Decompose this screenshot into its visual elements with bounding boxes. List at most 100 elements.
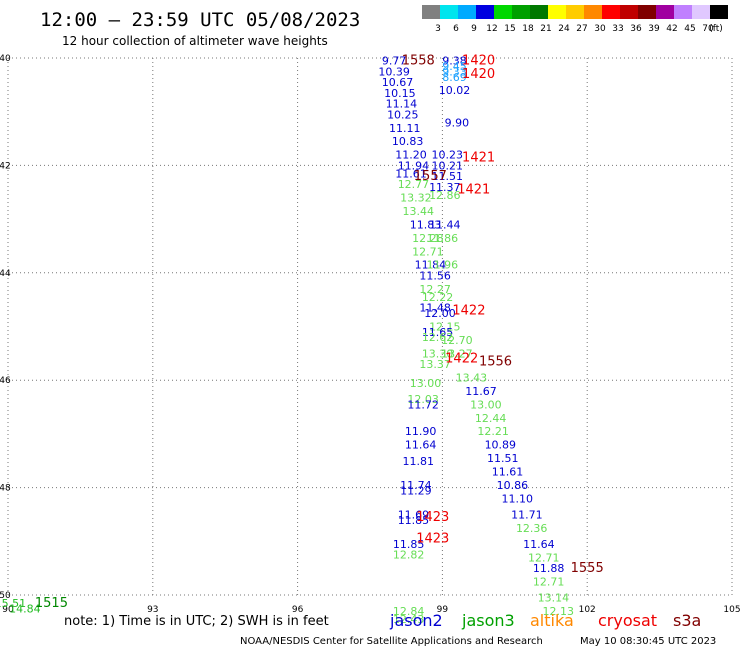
swh-value-label: 10.83: [392, 135, 424, 148]
legend-label: 12: [486, 24, 497, 34]
pass-time-label: 1420: [462, 54, 495, 69]
swh-value-label: 12.15: [429, 321, 461, 334]
footer-credit: NOAA/NESDIS Center for Satellite Applica…: [240, 636, 543, 647]
legend-label: 36: [630, 24, 642, 34]
swh-value-label: 11.14: [386, 98, 418, 111]
swh-value-label: 11.11: [389, 122, 421, 135]
swh-value-label: 12.22: [422, 291, 454, 304]
legend-swatch: [584, 5, 602, 19]
swh-value-label: 11.86: [427, 232, 459, 245]
chart-subtitle: 12 hour collection of altimeter wave hei…: [62, 34, 328, 48]
legend-swatch: [710, 5, 728, 19]
swh-value-label: 11.96: [427, 259, 459, 272]
legend-swatch: [602, 5, 620, 19]
legend-label: 6: [453, 24, 459, 34]
swh-value-label: 10.21: [431, 159, 463, 172]
swh-value-label: 11.67: [465, 385, 497, 398]
legend-swatch: [422, 5, 440, 19]
plot-grid: [7, 57, 733, 596]
swh-value-label: 10.67: [382, 76, 414, 89]
swh-value-label: 9.33: [442, 65, 467, 78]
swh-value-label: 12.62: [422, 331, 454, 344]
swh-value-label: 10.02: [439, 84, 471, 97]
swh-value-label: 9.77: [382, 55, 407, 68]
pass-time-label: 1557: [414, 169, 447, 184]
swh-value-label: 12.71: [412, 245, 444, 258]
pass-time-label: 1422: [452, 303, 485, 318]
satellite-s3a: s3a: [673, 611, 701, 630]
swh-value-label: 13.30: [422, 347, 454, 360]
satellite-jason2: jason2: [389, 611, 443, 630]
swh-value-label: 11.81: [403, 455, 435, 468]
swh-value-label: 13.27: [441, 347, 473, 360]
swh-value-label: 11.85: [398, 514, 430, 527]
swh-value-label: 10.86: [497, 479, 529, 492]
satellite-cryosat: cryosat: [598, 611, 657, 630]
swh-value-label: 12.44: [475, 412, 507, 425]
y-tick-label: -44: [0, 269, 11, 279]
swh-value-label: 11.74: [400, 479, 432, 492]
swh-value-label: 11.61: [492, 465, 524, 478]
legend-label: 21: [540, 24, 551, 34]
swh-value-label: 9.45: [442, 60, 467, 73]
swh-value-label: 13.43: [456, 372, 488, 385]
pass-time-label: 1422: [445, 352, 478, 367]
swh-value-label: 11.51: [431, 170, 463, 183]
pass-time-label: 1423: [416, 532, 449, 547]
x-tick-label: 96: [292, 605, 304, 615]
swh-value-label: 13.37: [419, 358, 451, 371]
swh-value-label: 11.20: [395, 149, 427, 162]
swh-value-label: 11.37: [429, 181, 461, 194]
swh-value-label: 11.88: [533, 562, 565, 575]
swh-value-label: 13.44: [403, 205, 435, 218]
legend-label: 9: [471, 24, 477, 34]
swh-value-label: 11.71: [511, 508, 543, 521]
legend-label: 33: [612, 24, 623, 34]
legend-swatch: [548, 5, 566, 19]
legend-swatch: [440, 5, 458, 19]
pass-time-label: 1423: [416, 510, 449, 525]
footer-timestamp: May 10 08:30:45 UTC 2023: [580, 636, 716, 647]
legend-label: 30: [594, 24, 606, 34]
x-tick-label: 90: [2, 605, 14, 615]
swh-value-label: 10.15: [384, 87, 416, 100]
satellite-altika: altika: [530, 611, 574, 630]
swh-value-label: 13.32: [400, 192, 432, 205]
legend-swatch: [674, 5, 692, 19]
swh-value-label: 12.70: [441, 334, 473, 347]
legend-label: 70: [702, 24, 714, 34]
swh-value-label: 11.56: [419, 269, 451, 282]
swh-value-label: 12.28: [412, 232, 444, 245]
swh-value-label: 11.61: [395, 167, 427, 180]
swh-value-label: 12.21: [477, 425, 509, 438]
swh-value-label: 11.29: [400, 484, 432, 497]
note-text: note: 1) Time is in UTC; 2) SWH is in fe…: [64, 614, 329, 629]
swh-value-label: 11.48: [419, 302, 451, 315]
legend-swatch: [566, 5, 584, 19]
swh-value-label: 14.84: [9, 602, 41, 615]
swh-value-label: 10.89: [485, 439, 517, 452]
pass-time-label: 1558: [402, 54, 435, 69]
y-tick-label: -46: [0, 376, 11, 386]
swh-value-label: 11.64: [405, 439, 437, 452]
swh-value-label: 10.39: [378, 65, 410, 78]
swh-value-label: 11.72: [407, 398, 439, 411]
legend-swatch: [530, 5, 548, 19]
pass-time-label: 1515: [35, 596, 68, 611]
swh-value-label: 11.44: [429, 218, 461, 231]
satellite-jason3: jason3: [461, 611, 515, 630]
swh-value-label: 12.27: [419, 283, 451, 296]
y-tick-label: -50: [0, 591, 11, 601]
swh-value-label: 11.10: [501, 492, 533, 505]
swh-value-label: 11.64: [523, 538, 555, 551]
swh-value-label: 11.84: [415, 259, 447, 272]
pass-time-label: 1555: [571, 561, 604, 576]
legend-label: 15: [504, 24, 515, 34]
legend-swatch: [692, 5, 710, 19]
legend-unit: (ft): [709, 24, 723, 34]
swh-value-label: 11.65: [422, 326, 454, 339]
swh-value-label: 12.71: [528, 551, 560, 564]
color-legend: 3 6 9 12 15 18 21 24 27 30 33 36 39 42 45 70(ft): [422, 5, 728, 34]
swh-value-label: 11.83: [410, 218, 442, 231]
